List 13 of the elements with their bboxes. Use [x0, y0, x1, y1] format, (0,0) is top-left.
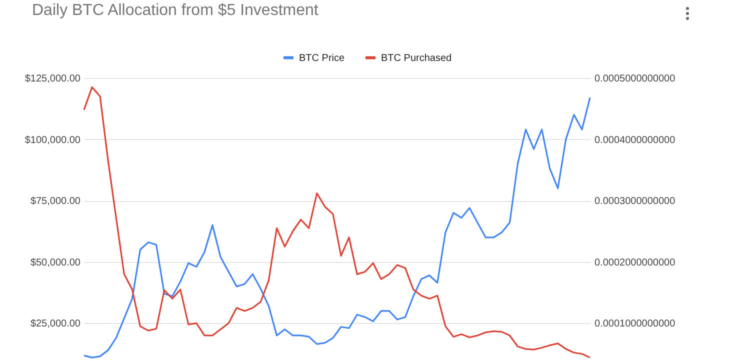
y-tick-label: $125,000.00 [24, 74, 81, 84]
y-tick-label: $50,000.00 [30, 257, 81, 268]
y2-tick-label: 0.0004000000000 [594, 134, 676, 146]
y2-tick-label: 0.0001000000000 [594, 318, 676, 330]
y2-tick-label: 0.0002000000000 [594, 257, 676, 268]
y-tick-label: $25,000.00 [30, 318, 81, 330]
y2-tick-label: 0.0003000000000 [594, 196, 676, 208]
chart-title: Daily BTC Allocation from $5 Investment [32, 2, 319, 19]
y-tick-label: $75,000.00 [30, 196, 81, 208]
legend-label: BTC Purchased [381, 52, 452, 64]
y-tick-label: $100,000.00 [24, 134, 81, 146]
y2-tick-label: 0.0005000000000 [594, 74, 676, 84]
legend-label: BTC Price [299, 52, 345, 64]
